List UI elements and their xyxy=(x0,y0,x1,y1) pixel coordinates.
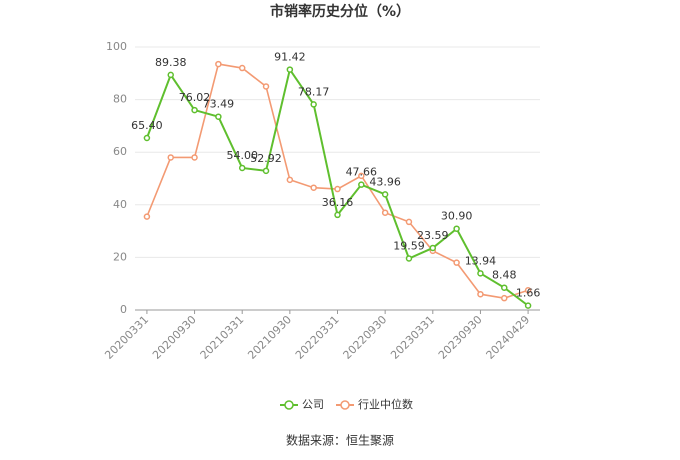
x-tick-label: 20220930 xyxy=(341,313,390,362)
data-point xyxy=(286,176,294,184)
data-label: 47.66 xyxy=(346,166,378,179)
source: 数据来源：恒生聚源 xyxy=(286,433,394,448)
x-tick-label: 20230930 xyxy=(436,313,485,362)
data-label: 89.38 xyxy=(155,56,187,69)
x-tick-label: 20210930 xyxy=(245,313,294,362)
y-tick-label: 0 xyxy=(120,303,127,316)
y-tick-label: 20 xyxy=(113,250,127,263)
data-point xyxy=(405,255,413,262)
data-label: 65.40 xyxy=(131,119,163,132)
data-point xyxy=(310,184,317,191)
data-point xyxy=(477,290,484,298)
data-point xyxy=(453,259,460,266)
data-point xyxy=(215,60,222,68)
data-label: 73.49 xyxy=(203,98,235,111)
data-label: 36.16 xyxy=(322,196,354,209)
data-point xyxy=(191,106,198,114)
data-label: 76.02 xyxy=(179,91,211,104)
x-tick-label: 20230331 xyxy=(388,313,437,362)
data-point xyxy=(501,284,508,291)
data-point xyxy=(167,71,174,79)
data-point xyxy=(143,213,151,220)
legend-label: 公司 xyxy=(302,398,324,411)
data-label: 43.96 xyxy=(369,175,401,188)
data-label: 19.59 xyxy=(393,239,425,252)
data-point xyxy=(453,225,460,232)
data-point xyxy=(143,134,151,142)
data-point xyxy=(381,191,389,198)
x-tick-label: 20220331 xyxy=(293,313,342,362)
data-label: 30.90 xyxy=(441,210,473,223)
data-point xyxy=(238,64,246,72)
data-point xyxy=(501,294,508,302)
data-point xyxy=(215,113,222,120)
data-point xyxy=(262,167,270,175)
data-point xyxy=(381,209,389,216)
data-label: 54.00 xyxy=(226,149,258,162)
data-point xyxy=(524,302,532,309)
y-tick-label: 40 xyxy=(113,198,127,211)
data-point xyxy=(429,244,437,252)
legend-label: 行业中位数 xyxy=(358,397,413,411)
x-tick-label: 20240429 xyxy=(484,313,533,362)
data-point xyxy=(524,287,532,294)
data-point xyxy=(238,164,246,172)
data-label: 13.94 xyxy=(465,254,497,267)
y-tick-label: 60 xyxy=(113,145,127,158)
x-tick-label: 20210331 xyxy=(198,313,247,362)
x-tick-label: 20200930 xyxy=(150,313,199,362)
data-point xyxy=(310,101,317,108)
data-label: 91.42 xyxy=(274,51,306,64)
data-point xyxy=(262,83,270,90)
data-label: 78.17 xyxy=(298,85,330,98)
data-point xyxy=(286,66,294,73)
data-label: 1.66 xyxy=(516,287,541,300)
data-point xyxy=(358,181,365,188)
chart-title: 市销率历史分位（%） xyxy=(270,3,410,20)
data-point xyxy=(167,154,174,161)
data-label: 23.59 xyxy=(417,229,449,242)
x-tick-label: 20200331 xyxy=(102,313,151,362)
data-label: 8.48 xyxy=(492,269,517,282)
data-point xyxy=(334,211,341,219)
y-tick-label: 100 xyxy=(106,40,127,53)
data-label: 52.92 xyxy=(250,152,282,165)
legend-swatch-marker xyxy=(284,400,294,410)
y-tick-label: 80 xyxy=(113,93,127,106)
data-point xyxy=(334,185,341,193)
data-point xyxy=(405,218,413,226)
data-point xyxy=(477,270,484,277)
data-point xyxy=(191,154,198,161)
legend-swatch-marker xyxy=(340,400,350,410)
data-point xyxy=(358,172,365,180)
